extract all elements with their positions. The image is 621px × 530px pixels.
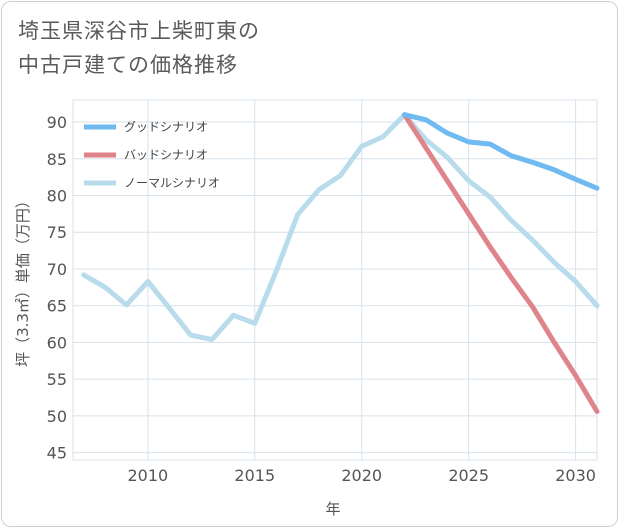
y-tick-label: 90	[47, 113, 67, 132]
series-line-3	[81, 112, 600, 342]
y-tick-label: 50	[47, 407, 67, 426]
y-axis-label: 坪（3.3㎡）単価（万円）	[14, 193, 32, 367]
y-tick-label: 60	[47, 333, 67, 352]
x-axis-label: 年	[325, 500, 340, 518]
grid	[72, 99, 598, 461]
title-line-1: 埼玉県深谷市上柴町東の	[18, 19, 260, 43]
legend-label: グッドシナリオ	[124, 120, 208, 134]
y-tick-label: 80	[47, 187, 67, 206]
title-line-2: 中古戸建ての価格推移	[18, 53, 238, 77]
y-tick-label: 65	[47, 297, 67, 316]
series-line-2	[402, 112, 600, 414]
x-tick-label: 2025	[448, 466, 489, 485]
y-tick-label: 75	[47, 223, 67, 242]
plot-frame	[72, 99, 598, 461]
series-line-1	[402, 112, 600, 191]
legend-label: バッドシナリオ	[124, 148, 208, 162]
y-tick-label: 55	[47, 370, 67, 389]
chart-title: 埼玉県深谷市上柴町東の 中古戸建ての価格推移	[18, 14, 260, 82]
y-tick-label: 85	[47, 150, 67, 169]
x-tick-label: 2020	[341, 466, 382, 485]
series-lines	[81, 112, 600, 414]
x-tick-label: 2010	[127, 466, 168, 485]
y-tick-label: 45	[47, 444, 67, 463]
y-tick-label: 70	[47, 260, 67, 279]
legend-label: ノーマルシナリオ	[124, 176, 220, 190]
x-tick-label: 2015	[234, 466, 275, 485]
x-tick-label: 2030	[555, 466, 596, 485]
axes: 45 50 55 60 65 70 75 80 85 90 2010 2015 2020 2025 2030	[47, 113, 596, 485]
